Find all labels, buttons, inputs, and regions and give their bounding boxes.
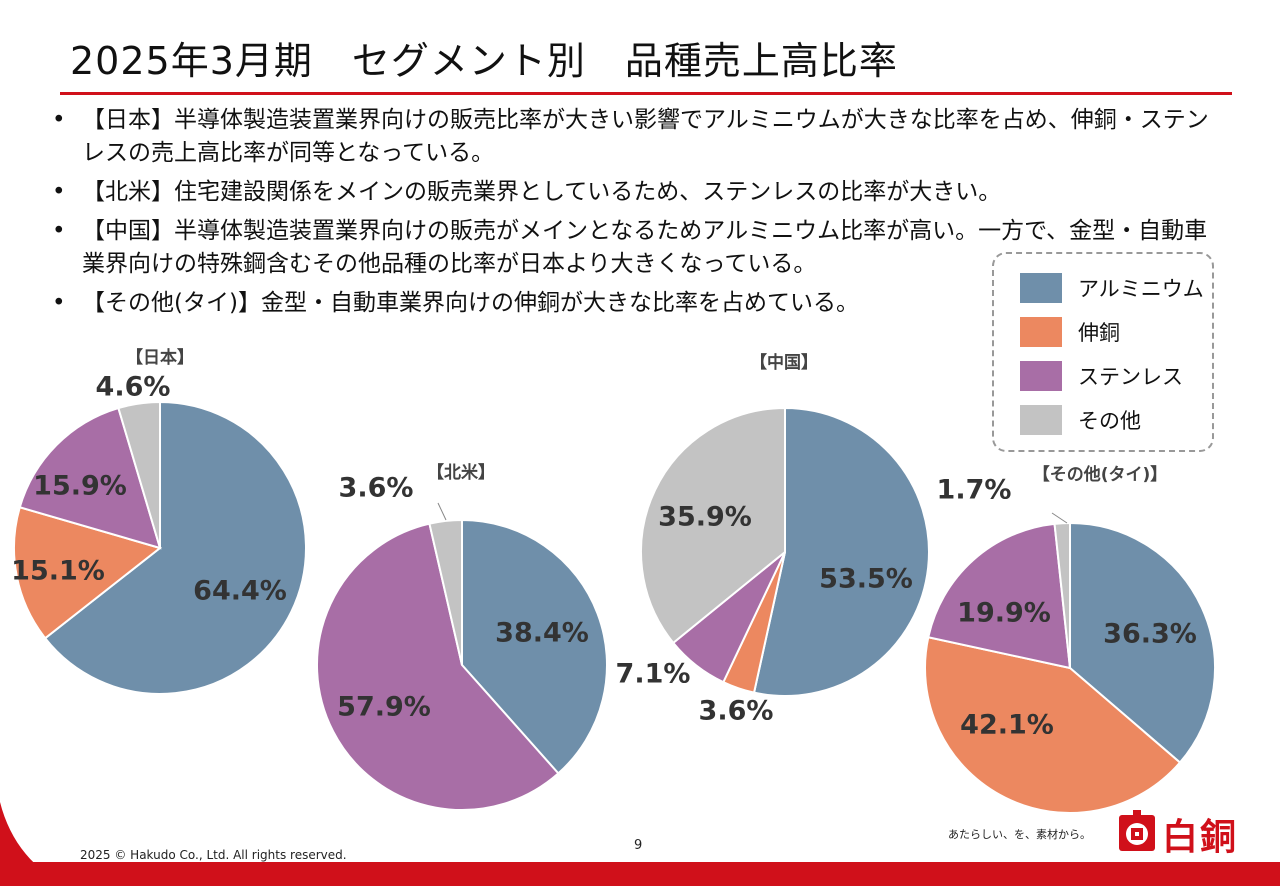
legend-item-aluminium: アルミニウム [1020,272,1204,304]
pie4-slice-other [1053,521,1071,669]
bullet-list: 【日本】半導体製造装置業界向けの販売比率が大きい影響でアルミニウムが大きな比率を… [48,104,1218,326]
bullet-other-thailand: 【その他(タイ)】金型・自動車業界向けの伸銅が大きな比率を占めている。 [48,287,1218,320]
pie1-label-copper: 15.1% [11,556,105,587]
page-number: 9 [634,838,643,853]
bullet-china: 【中国】半導体製造装置業界向けの販売がメインとなるためアルミニウム比率が高い。一… [48,215,1218,281]
pie4-title: 【その他(タイ)】 [1033,464,1168,485]
legend-item-other: その他 [1020,404,1141,436]
pie2-label-stainless: 57.9% [337,692,431,723]
legend-label-stainless: ステンレス [1078,365,1183,389]
pie1-title: 【日本】 [126,347,194,368]
page-title: 2025年3月期 セグメント別 品種売上高比率 [70,39,898,83]
legend-swatch-stainless [1020,361,1062,391]
pie4-label-stainless: 19.9% [957,598,1051,629]
company-logo-text: 白銅 [1162,817,1239,858]
pie2-label-aluminium: 38.4% [495,618,589,649]
pie3-title: 【中国】 [750,352,818,373]
pie2-slice-stainless [316,522,560,811]
pie1-slice-stainless [18,406,162,550]
bullet-japan: 【日本】半導体製造装置業界向けの販売比率が大きい影響でアルミニウムが大きな比率を… [48,104,1218,170]
pie1-slice-copper [13,506,163,640]
pie3-label-aluminium: 53.5% [819,564,913,595]
pie1-label-other: 4.6% [96,372,171,403]
pie4-label-copper: 42.1% [960,710,1054,741]
pie2-label-other: 3.6% [339,473,414,504]
chart-legend: アルミニウム 伸銅 ステンレス その他 [992,252,1214,452]
pie4-leader-line [1051,512,1068,524]
legend-label-aluminium: アルミニウム [1078,277,1204,301]
footer-bar [0,862,1280,886]
pie2-title: 【北米】 [427,462,495,483]
pie4-slice-aluminium [1069,521,1216,764]
pie3-slice-other [640,406,786,645]
title-rule [60,92,1232,95]
legend-label-other: その他 [1078,409,1141,433]
bullet-north-america: 【北米】住宅建設関係をメインの販売業界としているため、ステンレスの比率が大きい。 [48,176,1218,209]
pie1-label-aluminium: 64.4% [193,576,287,607]
pie2-slice-other [428,518,463,666]
legend-item-stainless: ステンレス [1020,360,1183,392]
pie1-slice-other [117,400,161,549]
pie1-label-stainless: 15.9% [33,471,127,502]
pie1-slice-aluminium [43,400,307,695]
legend-label-copper: 伸銅 [1078,321,1120,345]
pie4-label-other: 1.7% [937,475,1012,506]
company-tagline: あたらしい、を、素材から。 [948,828,1091,841]
pie2-leader-line [437,502,447,521]
legend-swatch-aluminium [1020,273,1062,303]
copyright-text: 2025 © Hakudo Co., Ltd. All rights reser… [80,848,347,862]
pie2-slice-aluminium [461,518,608,775]
legend-swatch-other [1020,405,1062,435]
legend-item-copper: 伸銅 [1020,316,1120,348]
pie3-label-other: 35.9% [658,502,752,533]
pie3-label-copper: 3.6% [699,696,774,727]
pie4-slice-stainless [927,522,1072,670]
pie4-slice-copper [924,636,1182,814]
pie3-label-stainless: 7.1% [616,659,691,690]
legend-swatch-copper [1020,317,1062,347]
pie4-label-aluminium: 36.3% [1103,619,1197,650]
company-logo-icon [1119,810,1155,851]
pie3-slice-aluminium [752,406,930,697]
